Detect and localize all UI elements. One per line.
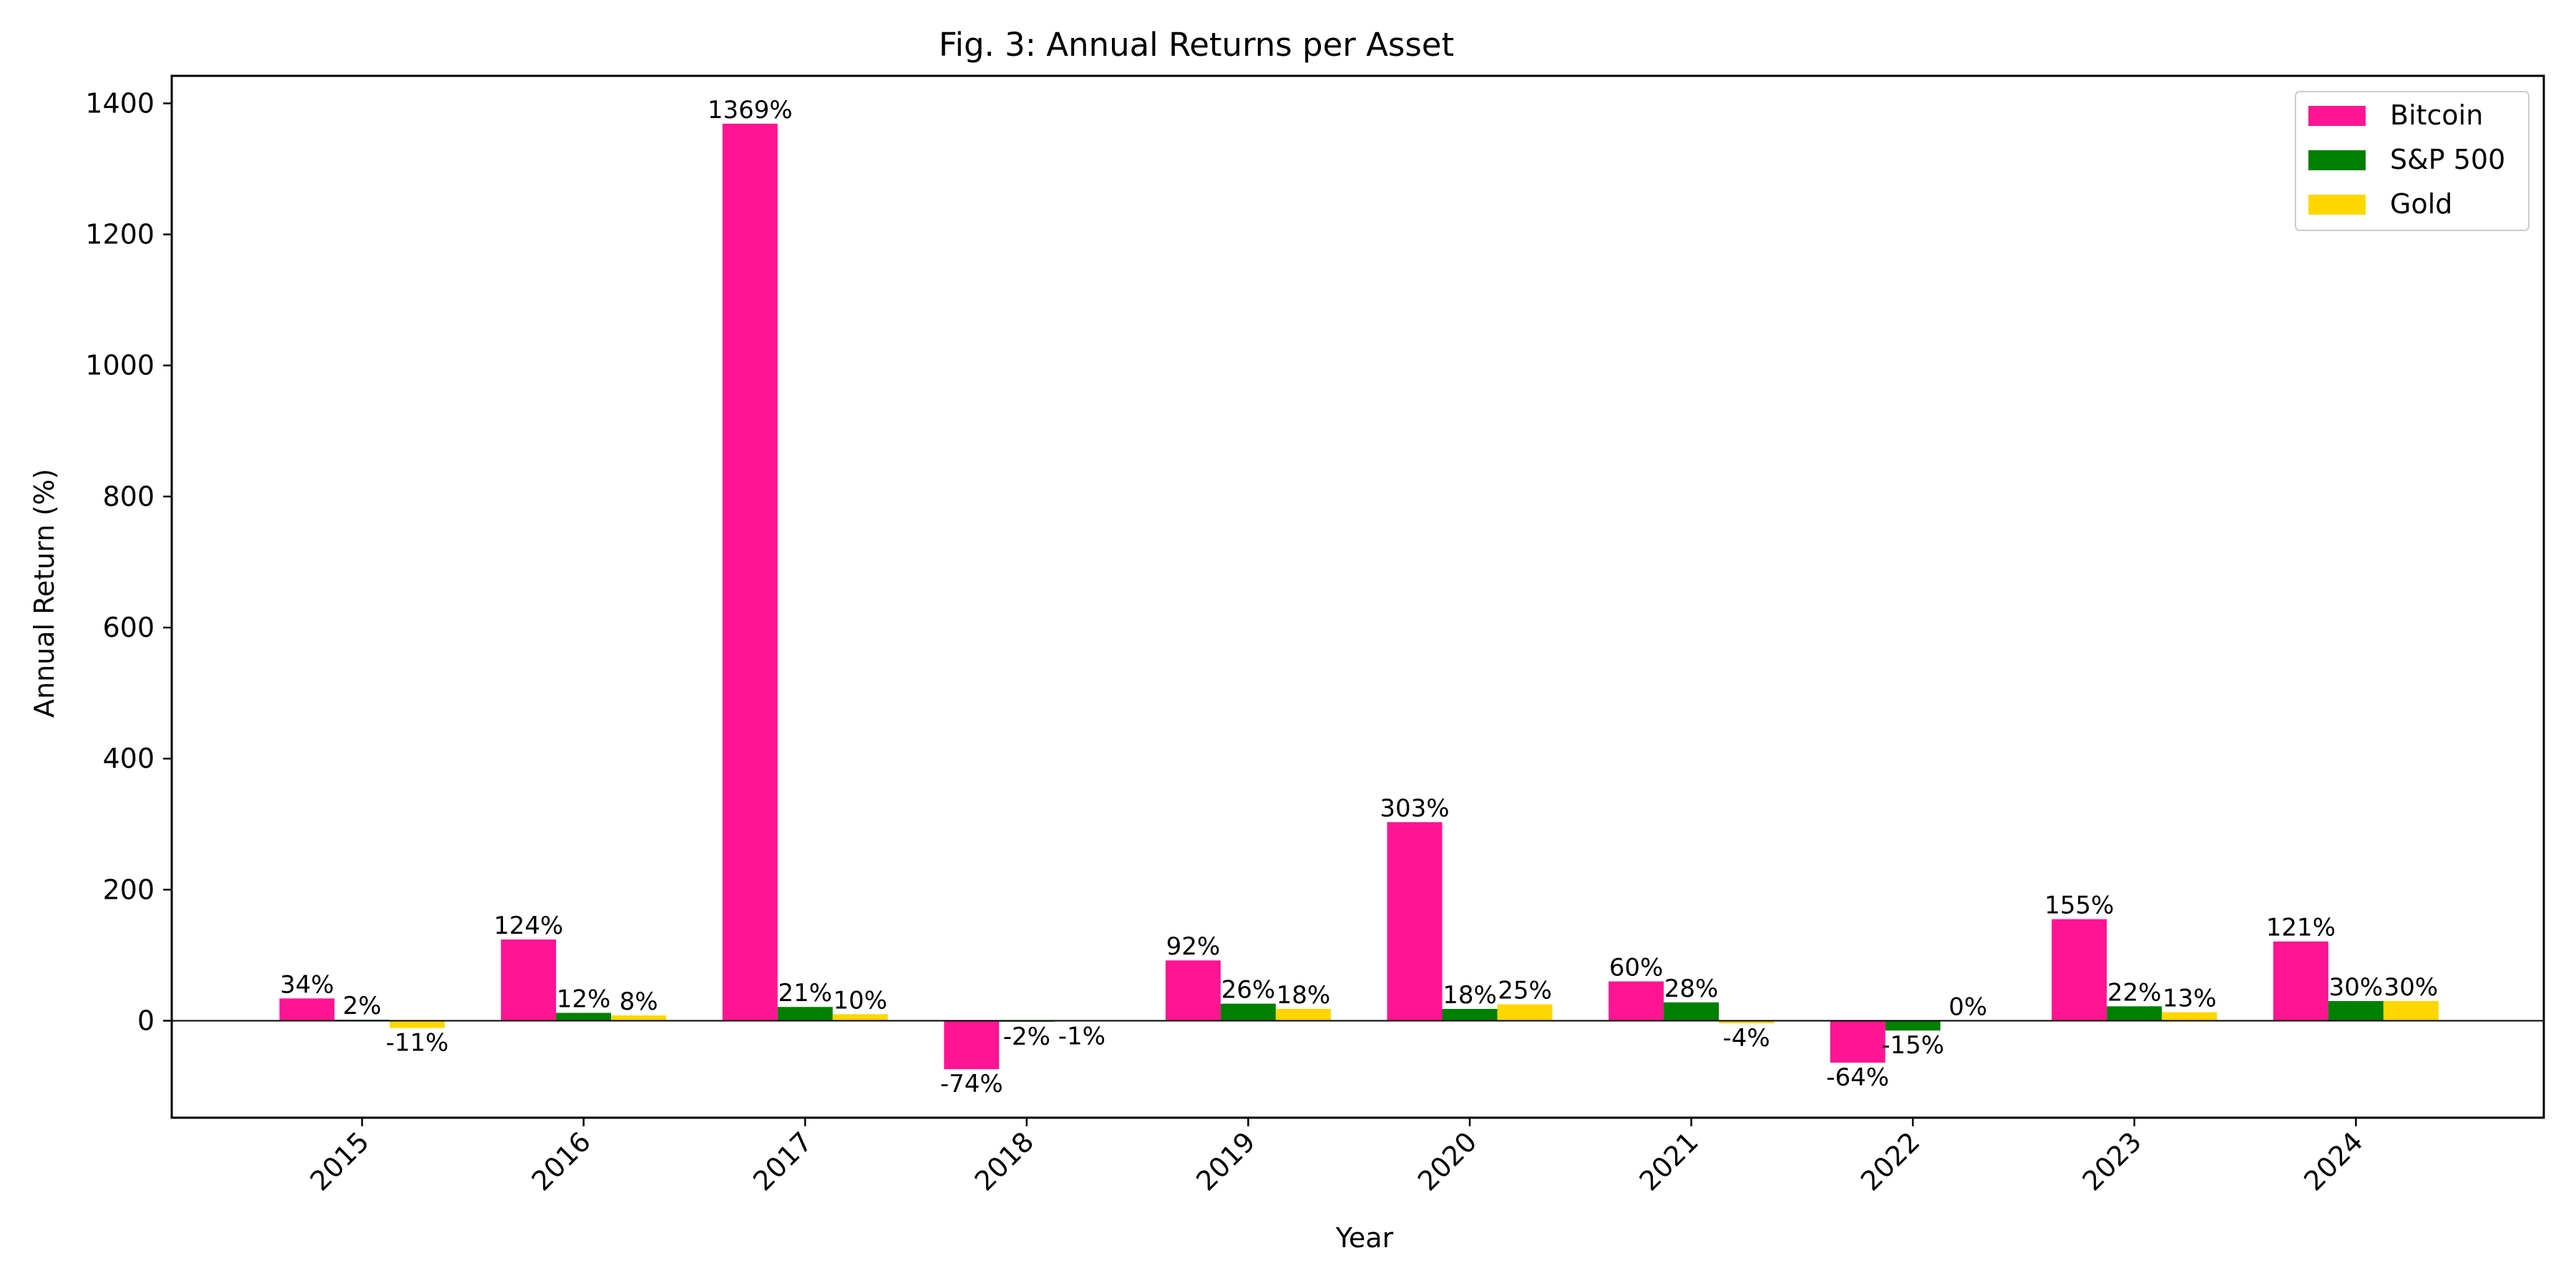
bar-s-p-500-2021 — [1664, 1002, 1719, 1021]
data-label-gold-2018: -1% — [1058, 1022, 1106, 1050]
data-label-s-p-500-2018: -2% — [1003, 1023, 1050, 1051]
axes: 0 200 400 600 800 1000 1200 1400 2015 2016 2017 201… — [85, 74, 2545, 1197]
data-label-gold-2019: 18% — [1277, 981, 1331, 1010]
legend-swatch-bitcoin — [2308, 106, 2366, 126]
legend-swatch-s-p-500 — [2308, 150, 2366, 170]
data-label-gold-2017: 10% — [833, 986, 887, 1015]
data-label-bitcoin-2018: -74% — [940, 1070, 1003, 1098]
data-label-gold-2020: 25% — [1498, 977, 1552, 1005]
legend-label-gold: Gold — [2390, 188, 2452, 220]
bar-gold-2023 — [2162, 1012, 2218, 1021]
bar-gold-2016 — [611, 1015, 667, 1021]
chart-title: Fig. 3: Annual Returns per Asset — [939, 26, 1454, 64]
data-label-gold-2016: 8% — [620, 987, 658, 1016]
bar-gold-2017 — [832, 1014, 888, 1021]
data-label-s-p-500-2015: 2% — [343, 992, 381, 1020]
y-tick-label-800: 800 — [102, 481, 155, 512]
x-tick-label-2018: 2018 — [969, 1126, 1040, 1197]
data-label-bitcoin-2017: 1369% — [708, 96, 793, 125]
bar-bitcoin-2017 — [722, 123, 778, 1021]
bar-gold-2021 — [1719, 1020, 1775, 1024]
plot-frame — [170, 74, 2545, 1119]
data-label-s-p-500-2024: 30% — [2329, 973, 2384, 1002]
bar-bitcoin-2024 — [2273, 941, 2328, 1021]
data-label-gold-2022: 0% — [1948, 992, 1987, 1021]
x-axis-label: Year — [1335, 1222, 1394, 1254]
bar-bitcoin-2022 — [1830, 1020, 1885, 1063]
y-tick-label-0: 0 — [137, 1005, 155, 1036]
bar-gold-2024 — [2383, 1001, 2439, 1021]
data-label-s-p-500-2022: -15% — [1881, 1031, 1944, 1060]
data-label-gold-2023: 13% — [2162, 985, 2217, 1013]
bar-bitcoin-2020 — [1387, 822, 1443, 1021]
bar-s-p-500-2023 — [2107, 1006, 2162, 1021]
data-label-s-p-500-2021: 28% — [1664, 975, 1719, 1003]
data-label-s-p-500-2017: 21% — [778, 979, 832, 1008]
y-tick-label-200: 200 — [102, 874, 155, 905]
plot-area: 34% 124% 1369% -74% 92% 303% 60% -64% 155% 121% 2%… — [172, 96, 2544, 1098]
legend: Bitcoin S&P 500 Gold — [2295, 91, 2529, 231]
bar-bitcoin-2016 — [501, 939, 557, 1021]
data-label-bitcoin-2021: 60% — [1609, 954, 1664, 982]
x-tick-label-2023: 2023 — [2077, 1126, 2148, 1197]
legend-swatch-gold — [2308, 195, 2366, 215]
data-label-s-p-500-2016: 12% — [557, 985, 611, 1013]
data-label-gold-2015: -11% — [386, 1029, 449, 1058]
data-label-bitcoin-2022: -64% — [1826, 1063, 1889, 1092]
x-tick-label-2022: 2022 — [1855, 1126, 1926, 1197]
y-tick-label-600: 600 — [102, 612, 155, 643]
x-tick-label-2015: 2015 — [304, 1126, 376, 1197]
data-label-s-p-500-2020: 18% — [1443, 981, 1497, 1010]
bar-s-p-500-2017 — [777, 1007, 833, 1021]
y-tick-label-1000: 1000 — [85, 350, 155, 381]
data-label-bitcoin-2015: 34% — [280, 970, 334, 999]
data-label-gold-2021: -4% — [1722, 1024, 1770, 1053]
data-label-bitcoin-2024: 121% — [2266, 914, 2336, 942]
x-tick-label-2016: 2016 — [525, 1126, 597, 1197]
y-tick-label-1400: 1400 — [85, 87, 155, 119]
data-label-bitcoin-2019: 92% — [1166, 932, 1221, 961]
data-label-bitcoin-2020: 303% — [1380, 794, 1449, 823]
data-label-s-p-500-2019: 26% — [1221, 976, 1276, 1005]
data-label-gold-2024: 30% — [2384, 973, 2439, 1002]
y-tick-label-1200: 1200 — [85, 219, 155, 250]
data-label-bitcoin-2016: 124% — [494, 912, 563, 940]
bar-bitcoin-2021 — [1609, 981, 1664, 1021]
legend-label-bitcoin: Bitcoin — [2390, 99, 2483, 131]
y-tick-label-400: 400 — [102, 743, 155, 774]
x-tick-label-2019: 2019 — [1190, 1126, 1262, 1197]
bar-s-p-500-2016 — [556, 1013, 612, 1021]
x-tick-label-2024: 2024 — [2298, 1126, 2369, 1197]
legend-label-s-p-500: S&P 500 — [2390, 144, 2505, 175]
x-tick-label-2020: 2020 — [1412, 1126, 1483, 1197]
bar-s-p-500-2024 — [2328, 1001, 2384, 1021]
data-label-s-p-500-2023: 22% — [2107, 978, 2162, 1007]
y-axis-label: Annual Return (%) — [29, 469, 60, 718]
bar-s-p-500-2019 — [1220, 1003, 1276, 1021]
bar-s-p-500-2020 — [1442, 1008, 1498, 1021]
bar-gold-2015 — [389, 1020, 445, 1028]
data-label-bitcoin-2023: 155% — [2044, 892, 2114, 920]
bar-bitcoin-2023 — [2051, 919, 2107, 1021]
bar-gold-2019 — [1275, 1008, 1331, 1021]
bar-gold-2020 — [1497, 1004, 1553, 1021]
bar-bitcoin-2015 — [279, 998, 335, 1021]
x-tick-label-2021: 2021 — [1633, 1126, 1704, 1197]
bar-bitcoin-2019 — [1165, 960, 1221, 1021]
bar-s-p-500-2022 — [1885, 1020, 1941, 1031]
x-tick-label-2017: 2017 — [747, 1126, 819, 1197]
bar-bitcoin-2018 — [944, 1020, 1000, 1070]
